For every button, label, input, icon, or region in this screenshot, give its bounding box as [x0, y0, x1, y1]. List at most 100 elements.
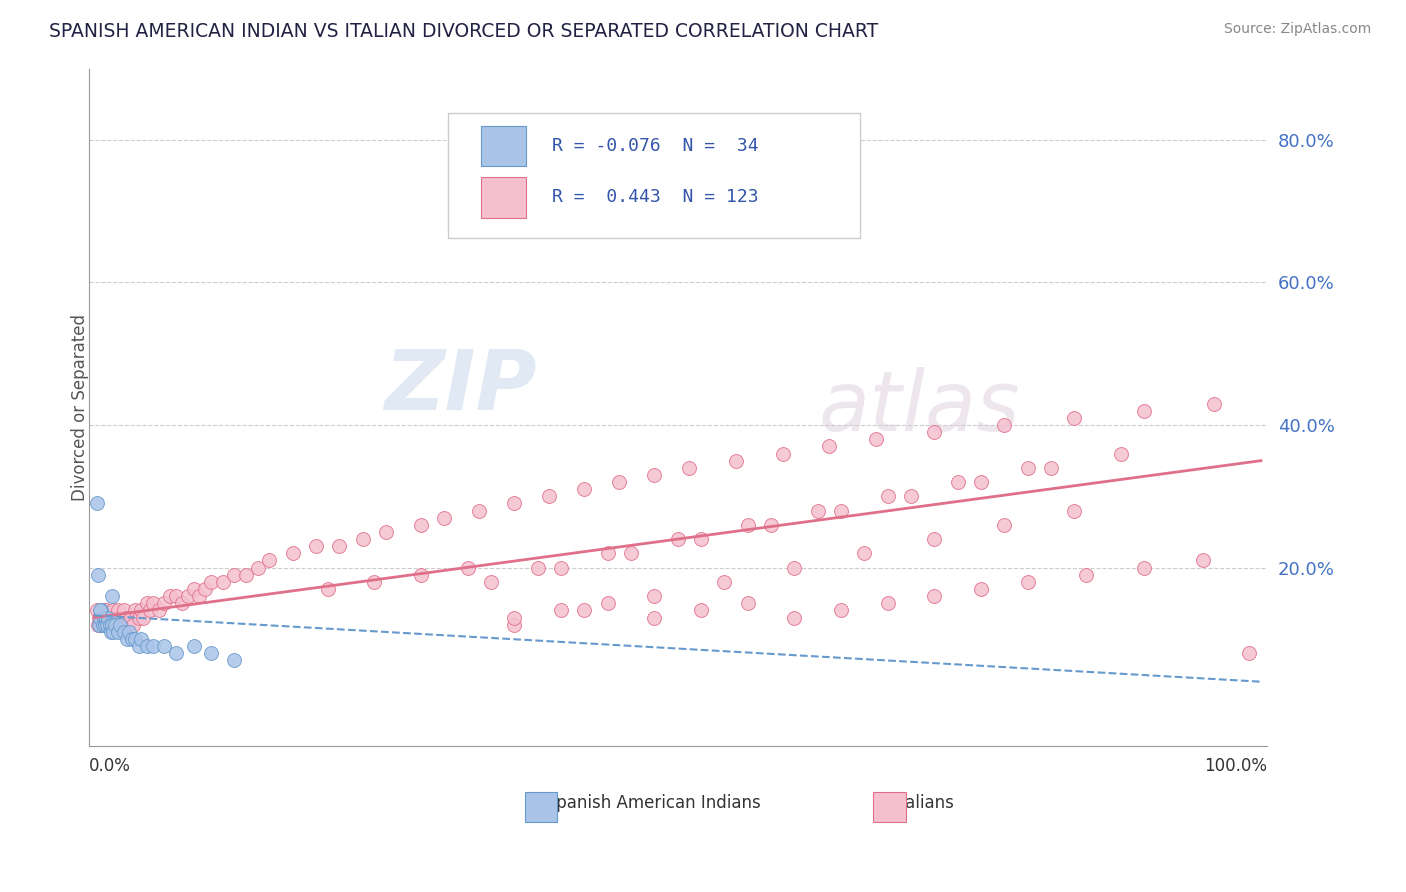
Point: [1017, 574, 1039, 589]
Point: [101, 624, 124, 639]
Point: [148, 603, 170, 617]
Point: [132, 610, 155, 624]
Point: [724, 453, 747, 467]
Point: [200, 646, 222, 660]
Y-axis label: Divorced or Separated: Divorced or Separated: [72, 314, 89, 500]
Point: [211, 574, 233, 589]
Point: [129, 603, 152, 617]
Point: [759, 517, 782, 532]
Point: [830, 603, 852, 617]
Point: [924, 425, 946, 439]
Point: [457, 560, 479, 574]
Point: [107, 624, 129, 639]
Point: [122, 617, 145, 632]
Point: [94, 610, 117, 624]
Point: [135, 596, 157, 610]
Point: [783, 560, 806, 574]
FancyBboxPatch shape: [481, 177, 526, 218]
Point: [165, 589, 187, 603]
Point: [104, 617, 127, 632]
Point: [643, 610, 665, 624]
Point: [737, 517, 759, 532]
Point: [87, 617, 110, 632]
Point: [503, 617, 526, 632]
Point: [643, 467, 665, 482]
Point: [118, 624, 141, 639]
Point: [1239, 646, 1261, 660]
Point: [643, 589, 665, 603]
Point: [107, 603, 129, 617]
Point: [363, 574, 385, 589]
Point: [503, 496, 526, 510]
Point: [596, 596, 619, 610]
Point: [690, 183, 713, 197]
Point: [103, 610, 125, 624]
Point: [1039, 460, 1062, 475]
Point: [830, 503, 852, 517]
Point: [1109, 446, 1132, 460]
Point: [1074, 567, 1097, 582]
Point: [666, 532, 689, 546]
Point: [97, 617, 120, 632]
Text: SPANISH AMERICAN INDIAN VS ITALIAN DIVORCED OR SEPARATED CORRELATION CHART: SPANISH AMERICAN INDIAN VS ITALIAN DIVOR…: [49, 22, 879, 41]
Point: [1017, 460, 1039, 475]
Point: [305, 539, 328, 553]
Point: [93, 610, 115, 624]
Point: [900, 489, 922, 503]
Point: [970, 475, 993, 489]
Point: [108, 617, 131, 632]
Point: [94, 603, 117, 617]
FancyBboxPatch shape: [873, 792, 907, 822]
Point: [98, 617, 121, 632]
Point: [170, 596, 193, 610]
Point: [183, 639, 205, 653]
Point: [853, 546, 876, 560]
Point: [94, 617, 117, 632]
Point: [124, 603, 146, 617]
Text: Spanish American Indians: Spanish American Indians: [530, 795, 761, 813]
Point: [91, 617, 114, 632]
Text: 100.0%: 100.0%: [1204, 756, 1267, 774]
Point: [690, 532, 713, 546]
Point: [865, 432, 887, 446]
Point: [316, 582, 339, 596]
Point: [86, 603, 108, 617]
Point: [165, 646, 187, 660]
Point: [526, 560, 548, 574]
Point: [142, 639, 165, 653]
Point: [87, 567, 110, 582]
Point: [235, 567, 257, 582]
Point: [433, 510, 456, 524]
Point: [87, 617, 110, 632]
Point: [153, 596, 176, 610]
Text: Source: ZipAtlas.com: Source: ZipAtlas.com: [1223, 22, 1371, 37]
Point: [128, 639, 150, 653]
Point: [1133, 560, 1156, 574]
Point: [924, 589, 946, 603]
Point: [129, 632, 152, 646]
Point: [246, 560, 269, 574]
Point: [120, 610, 142, 624]
Point: [89, 610, 111, 624]
Point: [550, 603, 572, 617]
Point: [409, 567, 432, 582]
Point: [352, 532, 374, 546]
Point: [1063, 410, 1085, 425]
Point: [924, 532, 946, 546]
Point: [468, 503, 491, 517]
Text: R = -0.076  N =  34: R = -0.076 N = 34: [551, 137, 758, 155]
Point: [183, 582, 205, 596]
Point: [574, 482, 596, 496]
Point: [375, 524, 398, 539]
Point: [124, 632, 146, 646]
Point: [86, 496, 108, 510]
Point: [690, 603, 713, 617]
Point: [115, 610, 138, 624]
Point: [737, 596, 759, 610]
Point: [112, 603, 135, 617]
Point: [135, 639, 157, 653]
Point: [993, 417, 1015, 432]
Point: [93, 610, 115, 624]
Point: [188, 589, 211, 603]
Point: [101, 617, 124, 632]
